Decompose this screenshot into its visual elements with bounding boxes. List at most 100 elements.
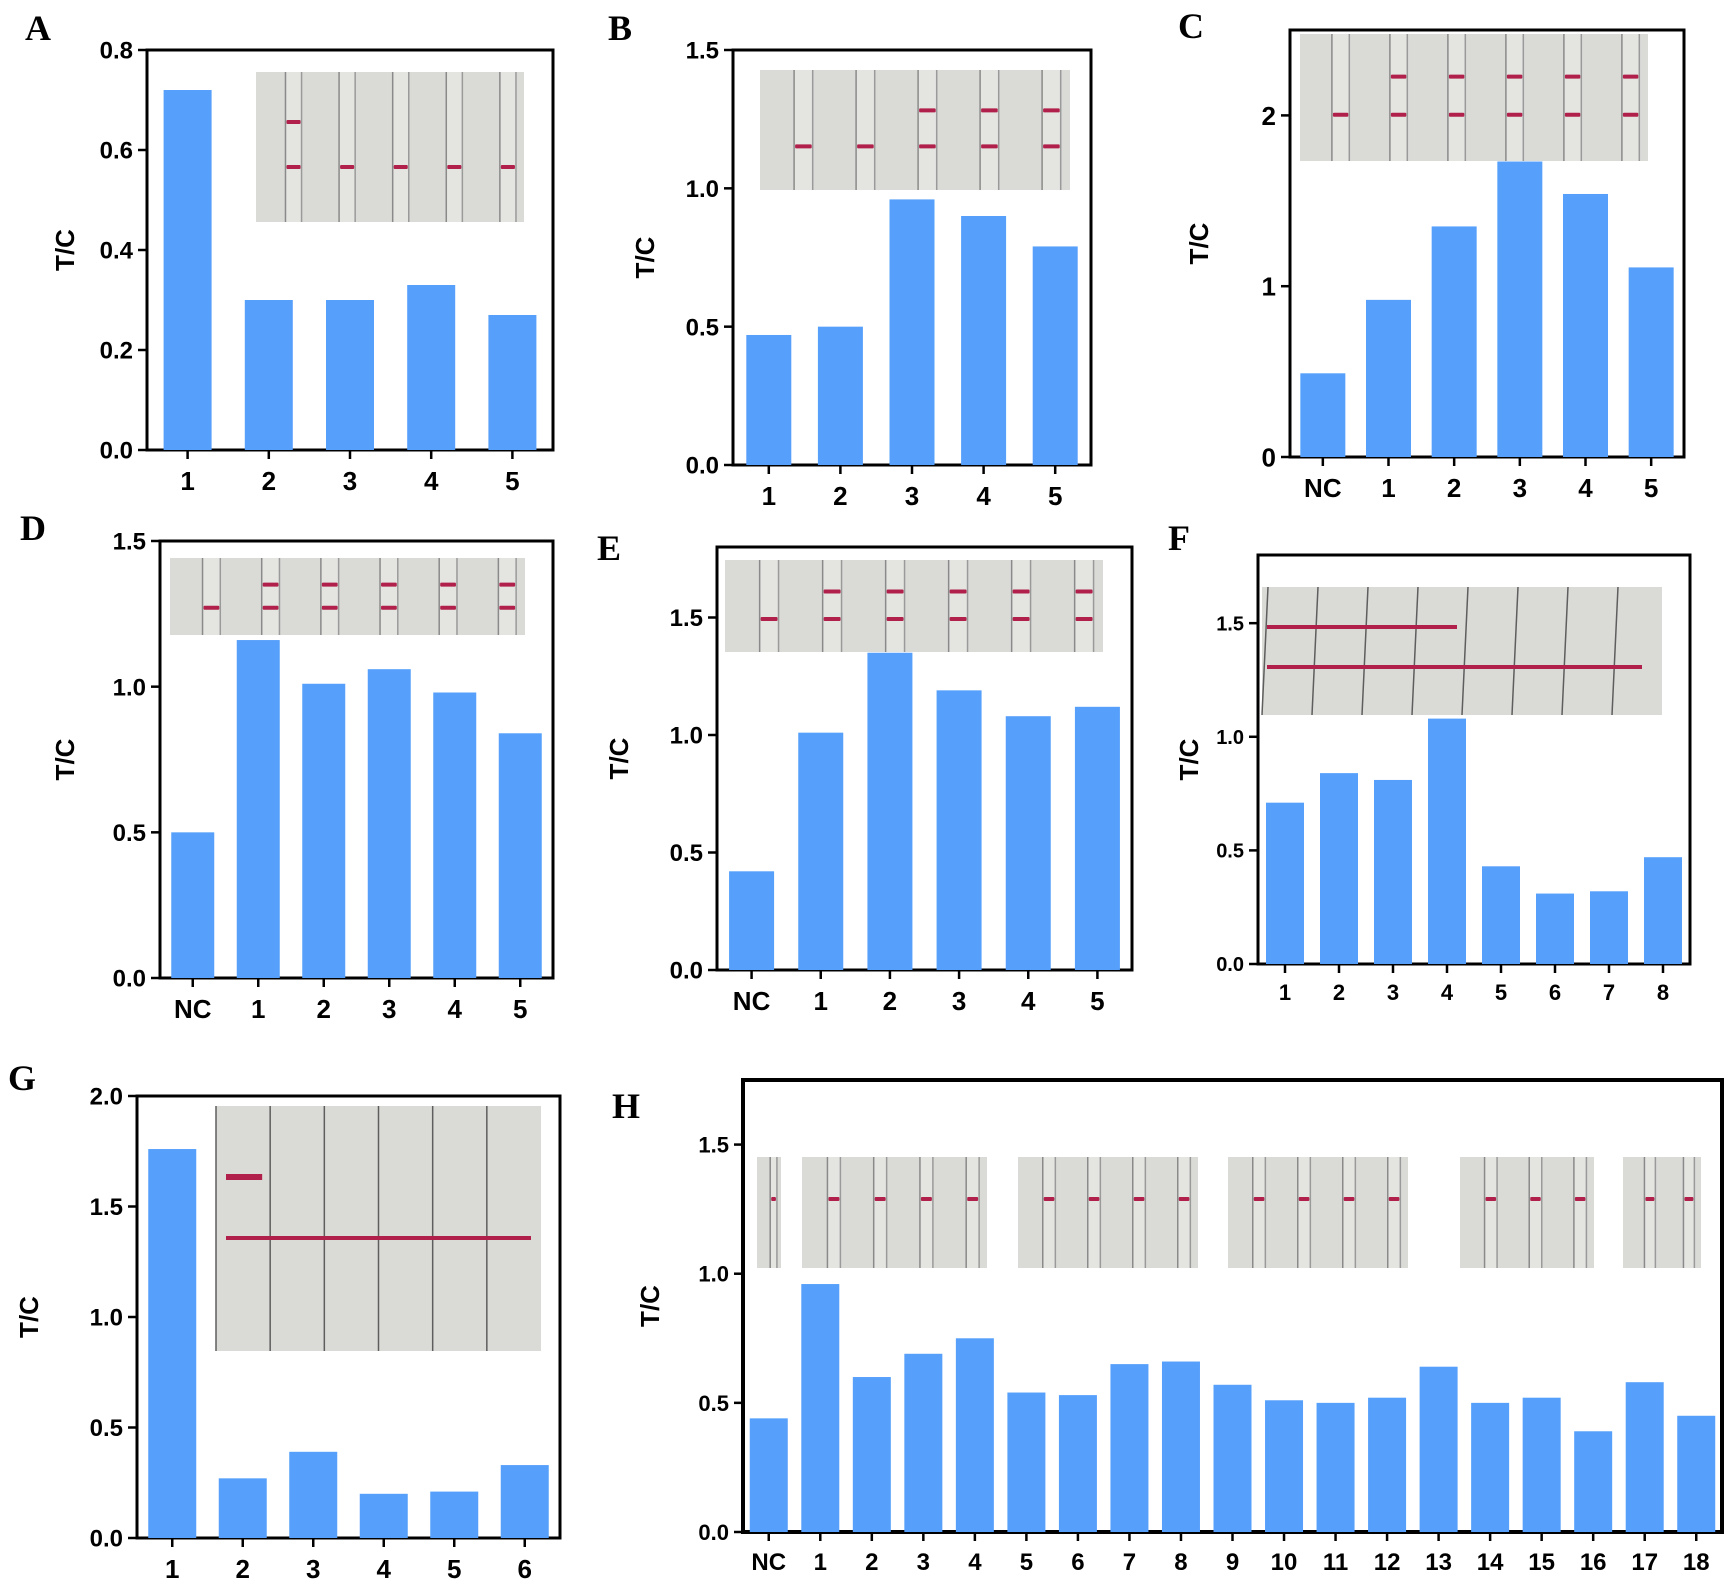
- y-tick-label: 0.0: [90, 1526, 123, 1553]
- strip-body: [1529, 1157, 1542, 1268]
- bar: [236, 640, 280, 978]
- x-tick-label: 18: [1683, 1549, 1710, 1576]
- strip-body: [380, 558, 398, 635]
- bar: [961, 216, 1007, 465]
- panel-d: D 0.0 0.5 1.0 1.5 T/C NC 1 2 3 4 5: [20, 508, 555, 1024]
- x-tick-label: 12: [1374, 1549, 1401, 1576]
- strip-divider: [1411, 586, 1419, 716]
- x-tick-label: 1: [1381, 473, 1395, 503]
- test-band: [1343, 1197, 1355, 1201]
- y-axis-label: T/C: [50, 229, 80, 271]
- strip-body: [1342, 1157, 1356, 1268]
- strip-divider: [1261, 586, 1269, 716]
- y-tick-label: 0.5: [698, 1391, 729, 1416]
- bar: [326, 300, 374, 450]
- control-band: [226, 1236, 531, 1240]
- x-tick-label: 11: [1323, 1549, 1348, 1576]
- y-tick-label: 1.0: [90, 1305, 123, 1332]
- strip-divider: [1361, 586, 1369, 716]
- test-band: [262, 605, 279, 610]
- strip-body: [339, 72, 356, 222]
- y-tick-label: 0.5: [686, 314, 719, 341]
- test-band: [1388, 1197, 1400, 1201]
- strip-photo-inset: [170, 558, 525, 635]
- x-tick-label: 1: [251, 994, 265, 1024]
- x-tick-label: 4: [1578, 473, 1593, 503]
- test-band: [499, 582, 516, 587]
- strip-body: [499, 72, 516, 222]
- bar: [148, 1149, 197, 1538]
- test-band: [919, 144, 936, 149]
- test-band: [1075, 589, 1093, 594]
- bar: [1161, 1361, 1200, 1532]
- y-tick-label: 1.0: [113, 674, 146, 701]
- x-tick-label: 14: [1477, 1549, 1504, 1576]
- x-tick-label: 3: [306, 1554, 320, 1584]
- strip-divider: [1461, 586, 1469, 716]
- y-tick-label: 0.5: [90, 1415, 123, 1442]
- x-tick-label: 4: [1021, 986, 1036, 1016]
- bar: [171, 832, 215, 978]
- y-axis-label: T/C: [635, 1285, 665, 1327]
- x-tick-label: 5: [1495, 980, 1507, 1005]
- panel-label: G: [8, 1058, 36, 1098]
- strip-body: [966, 1157, 980, 1268]
- bar: [218, 1478, 267, 1538]
- x-tick-label: 1: [814, 986, 828, 1016]
- test-band: [823, 617, 841, 622]
- panel-label: F: [1168, 518, 1190, 558]
- bar: [1431, 226, 1477, 457]
- test-band: [286, 165, 301, 169]
- y-tick-label: 0.5: [113, 820, 146, 847]
- x-tick-label: NC: [174, 994, 212, 1024]
- bar: [498, 733, 542, 978]
- strip-body: [285, 72, 302, 222]
- bar: [289, 1451, 338, 1538]
- x-tick-label: 3: [382, 994, 396, 1024]
- y-tick-label: 1.0: [670, 723, 703, 750]
- x-tick-label: 3: [952, 986, 966, 1016]
- y-tick-label: 0.0: [686, 453, 719, 480]
- bar: [955, 1338, 994, 1532]
- y-tick-label: 1.0: [698, 1262, 729, 1287]
- bar: [817, 326, 863, 465]
- x-tick-label: 3: [343, 466, 357, 496]
- strip-body: [1087, 1157, 1101, 1268]
- plot-frame: [158, 539, 555, 980]
- bar: [936, 690, 982, 970]
- test-band: [1485, 1197, 1497, 1201]
- x-tick-label: 13: [1425, 1549, 1452, 1576]
- y-tick-label: 1.5: [686, 38, 719, 65]
- x-tick-label: 16: [1580, 1549, 1607, 1576]
- strip-body: [759, 560, 779, 652]
- test-band: [1622, 74, 1639, 79]
- bar: [867, 652, 913, 970]
- bar: [1590, 891, 1628, 964]
- test-band: [1564, 74, 1581, 79]
- test-band: [1645, 1197, 1655, 1201]
- test-band: [1043, 1197, 1055, 1201]
- bar: [1110, 1364, 1149, 1532]
- bar: [798, 732, 844, 970]
- x-tick-label: 5: [1020, 1549, 1033, 1576]
- panel-f: F 0.0 0.5 1.0 1.5 T/C 1 2 3 4 5 6 7 8: [1168, 518, 1692, 1005]
- bar: [1471, 1402, 1510, 1532]
- strip-divider: [1511, 586, 1519, 716]
- strip-divider: [1311, 586, 1319, 716]
- strip-photo-inset: [256, 72, 524, 222]
- bar: [889, 199, 935, 465]
- strip-body: [822, 560, 842, 652]
- bar: [1625, 1382, 1664, 1532]
- y-tick-label: 0.8: [100, 38, 133, 65]
- bar: [852, 1377, 891, 1532]
- x-tick-label: 4: [976, 481, 991, 511]
- y-tick-label: 0.0: [698, 1520, 729, 1545]
- x-tick-label: 8: [1657, 980, 1669, 1005]
- test-band: [1622, 112, 1639, 117]
- x-tick-label: 10: [1271, 1549, 1298, 1576]
- strip-body: [856, 70, 875, 190]
- test-band: [440, 605, 456, 610]
- strip-body: [873, 1157, 887, 1268]
- test-band: [393, 165, 408, 169]
- photo-background: [1262, 587, 1662, 715]
